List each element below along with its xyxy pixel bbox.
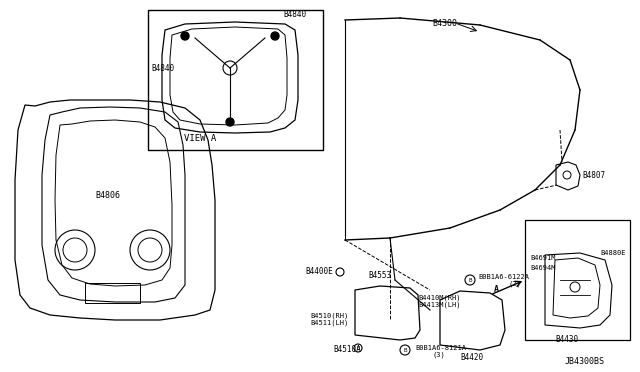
- Text: B4691M: B4691M: [530, 255, 556, 261]
- Text: B4840: B4840: [151, 64, 174, 73]
- Circle shape: [226, 118, 234, 126]
- Text: B4806: B4806: [95, 190, 120, 199]
- Text: B4511(LH): B4511(LH): [310, 320, 348, 326]
- Text: B4694M: B4694M: [530, 265, 556, 271]
- Text: B4410M(RH): B4410M(RH): [418, 295, 461, 301]
- Text: B4807: B4807: [582, 170, 605, 180]
- Text: B4880E: B4880E: [600, 250, 625, 256]
- Text: (3): (3): [432, 352, 445, 358]
- Text: B0B1A6-8121A: B0B1A6-8121A: [415, 345, 466, 351]
- Text: B: B: [356, 346, 360, 350]
- Text: B0B1A6-6122A: B0B1A6-6122A: [478, 274, 529, 280]
- Text: B: B: [403, 347, 407, 353]
- Text: JB4300BS: JB4300BS: [565, 357, 605, 366]
- Text: VIEW A: VIEW A: [184, 134, 216, 142]
- Text: B4300: B4300: [432, 19, 457, 28]
- Text: B4510(RH): B4510(RH): [310, 313, 348, 319]
- Text: (2): (2): [508, 281, 521, 287]
- Circle shape: [181, 32, 189, 40]
- Text: B4430: B4430: [555, 336, 578, 344]
- Text: B4510A: B4510A: [333, 346, 361, 355]
- Text: B4420: B4420: [460, 353, 483, 362]
- Text: A: A: [494, 285, 499, 295]
- Text: B4840: B4840: [283, 10, 306, 19]
- Text: B4553: B4553: [368, 270, 391, 279]
- Circle shape: [271, 32, 279, 40]
- Text: B4413M(LH): B4413M(LH): [418, 302, 461, 308]
- Text: B: B: [468, 278, 472, 282]
- Text: B4400E: B4400E: [305, 267, 333, 276]
